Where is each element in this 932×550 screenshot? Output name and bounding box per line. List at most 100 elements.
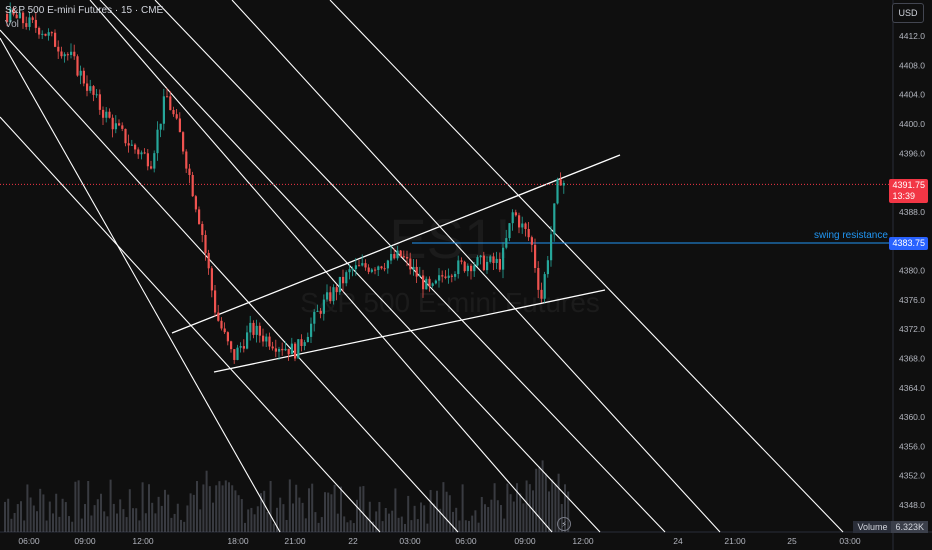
volume-bar	[340, 486, 342, 532]
candle-body	[502, 247, 505, 270]
volume-bar	[442, 482, 445, 532]
candle-body	[140, 152, 143, 155]
volume-bar	[237, 495, 240, 532]
candle-body	[204, 234, 207, 253]
volume-bar	[260, 493, 262, 532]
candle-body	[262, 335, 265, 342]
candle-body	[226, 332, 229, 342]
candle-body	[31, 17, 34, 20]
volume-bar	[157, 496, 160, 532]
candle-body	[201, 223, 204, 235]
candle-body	[482, 255, 485, 271]
volume-bar	[333, 484, 336, 532]
candle-body	[514, 212, 517, 216]
candle-body	[18, 12, 21, 19]
volume-bar	[55, 493, 58, 532]
candle-body	[239, 346, 242, 348]
swing-resistance-annotation[interactable]: swing resistance	[814, 230, 888, 241]
volume-bar	[36, 511, 38, 532]
candle-body	[121, 125, 124, 129]
candle-body	[60, 51, 63, 57]
candle-body	[191, 175, 194, 197]
x-tick-label: 09:00	[514, 536, 536, 546]
candle-body	[150, 166, 153, 169]
candle-body	[316, 310, 319, 312]
y-tick-label: 4400.0	[899, 119, 925, 129]
candle-body	[348, 269, 351, 273]
volume-bar	[128, 489, 131, 532]
candle-body	[156, 129, 159, 154]
candle-body	[153, 153, 156, 169]
volume-bar	[224, 480, 227, 532]
x-tick-label: 22	[348, 536, 358, 546]
volume-bar	[532, 490, 534, 532]
volume-bar	[109, 479, 112, 532]
volume-bar	[528, 484, 531, 532]
volume-bar	[196, 481, 198, 532]
volume-bar	[116, 513, 118, 532]
volume-bar	[493, 483, 496, 532]
volume-bar	[71, 521, 74, 532]
volume-bar	[400, 516, 403, 532]
candle-body	[518, 215, 521, 228]
volume-bar	[535, 468, 538, 532]
volume-title: Volume	[853, 521, 892, 533]
volume-bar	[541, 460, 544, 532]
candle-body	[82, 70, 85, 84]
volume-bar	[439, 508, 442, 532]
volume-bar	[452, 511, 454, 532]
volume-bar	[397, 517, 400, 532]
volume-last-label: Volume 6.323K	[853, 521, 928, 533]
volume-bar	[352, 523, 355, 532]
candle-body	[406, 257, 409, 259]
volume-bar	[13, 513, 16, 532]
currency-button[interactable]: USD	[892, 3, 924, 23]
volume-bar	[500, 505, 502, 532]
y-tick-label: 4372.0	[899, 324, 925, 334]
candle-body	[505, 238, 508, 248]
volume-bar	[519, 493, 522, 532]
volume-bar	[423, 505, 426, 532]
volume-bar	[96, 499, 99, 532]
candle-body	[86, 83, 89, 91]
volume-bar	[429, 489, 432, 532]
candle-body	[242, 346, 245, 349]
candle-body	[377, 266, 380, 270]
candle-body	[111, 117, 114, 130]
candle-body	[178, 118, 181, 133]
candle-body	[172, 110, 175, 115]
candle-body	[34, 19, 37, 28]
volume-bar	[167, 494, 170, 532]
volume-bar	[26, 484, 29, 532]
volume-bar	[154, 513, 157, 532]
volume-bar	[503, 518, 506, 532]
volume-bar	[512, 501, 515, 532]
candle-body	[338, 276, 341, 293]
volume-bar	[80, 518, 83, 532]
channel-line	[0, 116, 381, 533]
candle-body	[76, 56, 79, 76]
volume-bar	[266, 511, 269, 532]
volume-bar	[413, 505, 416, 532]
volume-bar	[391, 510, 394, 532]
candle-body	[444, 276, 447, 278]
candle-body	[402, 256, 405, 258]
volume-bar	[141, 482, 144, 532]
candle-body	[28, 17, 31, 27]
y-tick-label: 4380.0	[899, 266, 925, 276]
lightning-icon[interactable]: ⚡	[557, 517, 571, 531]
candle-body	[252, 322, 255, 335]
candle-body	[495, 258, 498, 264]
symbol-title: S&P 500 E-mini Futures · 15 · CME	[5, 5, 164, 16]
volume-bar	[320, 517, 323, 532]
x-tick-label: 21:00	[724, 536, 746, 546]
candle-body	[6, 14, 9, 23]
current-price-label: 4391.75 13:39	[889, 179, 928, 203]
candle-body	[524, 223, 527, 229]
volume-bar	[522, 503, 525, 532]
volume-bar	[410, 520, 413, 532]
volume-bar	[484, 504, 486, 532]
candle-body	[310, 323, 313, 337]
candle-body	[41, 33, 44, 35]
